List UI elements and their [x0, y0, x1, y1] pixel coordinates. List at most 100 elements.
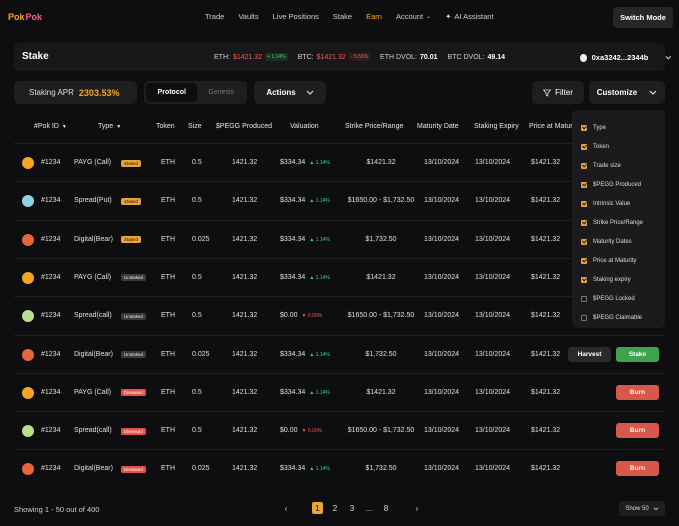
customize-option[interactable]: Token	[572, 137, 665, 156]
ai-assistant-link[interactable]: ✦ AI Assistant	[445, 12, 493, 21]
table-row[interactable]: #1234 Spread(Put) Staked ETH 0.5 1421.32 $334.…	[14, 181, 665, 219]
table-row[interactable]: #1234 Digital(Bear) Unstaked ETH 0.025 1421.3…	[14, 334, 665, 373]
column-header[interactable]: Type ▼	[98, 123, 121, 130]
checkbox[interactable]	[581, 200, 587, 207]
table-row[interactable]: #1234 Digital(Bear) Diseased ETH 0.025 1421.3…	[14, 449, 665, 487]
customize-option[interactable]: $PEGG Locked	[572, 289, 665, 308]
column-header-label: Token	[156, 123, 175, 130]
table-header: #Pok ID ▼ Type ▼ Token Size $PEGG Produced Valu…	[14, 118, 580, 138]
source-toggle: Protocol Genesis	[144, 81, 247, 104]
checkbox[interactable]	[581, 257, 587, 264]
nav-link-trade[interactable]: Trade	[205, 12, 225, 21]
valuation: $334.34 ▲ 1.14%	[280, 159, 330, 166]
checkbox[interactable]	[581, 295, 587, 302]
valuation-value: $334.34	[280, 388, 306, 396]
switch-mode-button[interactable]: Switch Mode	[613, 7, 673, 28]
stake-button[interactable]: Stake	[616, 346, 659, 362]
nav-link-earn[interactable]: Earn	[366, 12, 382, 21]
tab-protocol[interactable]: Protocol	[146, 83, 198, 102]
customize-option[interactable]: Type	[572, 118, 665, 137]
pet-avatar-icon	[22, 463, 34, 476]
btc-label: BTC:	[297, 53, 314, 61]
filter-button[interactable]: Filter	[532, 81, 584, 104]
customize-option[interactable]: Staking expiry	[572, 270, 665, 289]
checkbox[interactable]	[581, 181, 587, 188]
customize-option[interactable]: $PEGG Produced	[572, 175, 665, 194]
column-header-label: Staking Expiry	[474, 123, 519, 130]
status-badge: Staked	[121, 197, 142, 205]
page-button[interactable]: 8	[383, 503, 389, 513]
checkbox[interactable]	[581, 276, 587, 283]
maturity-date: 13/10/2024	[424, 312, 460, 320]
nav-link-vaults[interactable]: Vaults	[238, 12, 259, 21]
valuation-change: ▲ 1.14%	[309, 160, 330, 166]
chevron-left-icon[interactable]: ‹	[284, 503, 288, 513]
strike-price: $1421.32	[366, 159, 396, 166]
status-badge: Unstaked	[121, 274, 147, 282]
filter-label: Filter	[555, 88, 573, 97]
size: 0.5	[192, 388, 202, 396]
status-badge: Diseased	[121, 465, 146, 473]
token: ETH	[161, 312, 175, 320]
staking-expiry: 13/10/2024	[475, 159, 511, 166]
table-row[interactable]: #1234 PAYG (Call) Staked ETH 0.5 1421.32 $334.…	[14, 143, 665, 181]
pegg-produced: 1421.32	[232, 465, 258, 473]
table-row[interactable]: #1234 PAYG (Call) Diseased ETH 0.5 1421.32 $33…	[14, 372, 665, 411]
column-header-label: Maturity Date	[417, 123, 459, 130]
column-header[interactable]: Strike Price/Range	[345, 123, 403, 130]
column-header[interactable]: #Pok ID ▼	[34, 123, 67, 130]
column-header[interactable]: Valuation	[290, 123, 319, 130]
burn-button[interactable]: Burn	[616, 461, 659, 477]
customize-option[interactable]: Maturity Dates	[572, 232, 665, 251]
checkbox[interactable]	[581, 124, 587, 131]
page-button[interactable]: 3	[349, 503, 355, 513]
harvest-button[interactable]: Harvest	[568, 346, 611, 362]
pok-type: Digital(Bear)	[74, 465, 113, 473]
checkbox[interactable]	[581, 238, 587, 245]
column-header[interactable]: Token	[156, 123, 175, 130]
valuation-value: $334.34	[280, 159, 306, 166]
column-header[interactable]: Staking Expiry	[474, 123, 519, 130]
customize-option[interactable]: $PEGG Claimable	[572, 308, 665, 327]
valuation-change: ▲ 1.14%	[309, 274, 330, 281]
customize-option[interactable]: Strike Price/Range	[572, 213, 665, 232]
token: ETH	[161, 350, 175, 358]
customize-option[interactable]: Intrinsic Value	[572, 194, 665, 213]
nav-link-account-wrap[interactable]: Account ⌄	[396, 12, 431, 21]
actions-dropdown[interactable]: Actions	[254, 81, 326, 104]
tab-genesis[interactable]: Genesis	[208, 89, 235, 96]
page-button[interactable]: 2	[332, 503, 338, 513]
wallet-button[interactable]: 0xa3242...2344b	[580, 50, 672, 65]
column-header[interactable]: $PEGG Produced	[216, 123, 272, 130]
nav-link-account[interactable]: Account	[395, 12, 424, 21]
maturity-date: 13/10/2024	[424, 427, 460, 435]
nav-link-stake[interactable]: Stake	[332, 12, 353, 21]
pegg-produced: 1421.32	[232, 159, 258, 166]
checkbox[interactable]	[581, 162, 587, 169]
checkbox[interactable]	[581, 219, 587, 226]
btc-dvol-label: BTC DVOL:	[447, 53, 485, 61]
customize-option[interactable]: Trade size	[572, 156, 665, 175]
nav-link-live-positions[interactable]: Live Positions	[272, 12, 319, 21]
checkbox[interactable]	[581, 314, 587, 321]
page-size-select[interactable]: Show 50	[619, 501, 665, 516]
column-header[interactable]: Maturity Date	[417, 123, 459, 130]
page-button[interactable]: 1	[312, 502, 323, 514]
customize-dropdown[interactable]: Customize	[589, 81, 665, 104]
column-header[interactable]: Size	[188, 123, 202, 130]
chevron-right-icon[interactable]: ›	[415, 503, 419, 513]
valuation: $334.34 ▲ 1.14%	[280, 197, 330, 204]
table-row[interactable]: #1234 PAYG (Call) Unstaked ETH 0.5 1421.32 $33…	[14, 257, 665, 296]
logo[interactable]: Pok Pok	[8, 10, 42, 24]
burn-button[interactable]: Burn	[616, 423, 659, 439]
valuation-value: $334.34	[280, 465, 306, 473]
table-row[interactable]: #1234 Spread(call) Unstaked ETH 0.5 1421.32 $0…	[14, 296, 665, 334]
strike-price: $1650.00 - $1,732.50	[347, 427, 415, 435]
column-header[interactable]: Price at Maturity	[529, 123, 580, 130]
customize-option[interactable]: Price at Maturity	[572, 251, 665, 270]
table-row[interactable]: #1234 Spread(call) Diseased ETH 0.5 1421.32 $0…	[14, 411, 665, 449]
column-header-label: Type	[98, 123, 114, 130]
checkbox[interactable]	[581, 143, 587, 150]
burn-button[interactable]: Burn	[616, 384, 659, 400]
table-row[interactable]: #1234 Digital(Bear) Staked ETH 0.025 1421.32 $…	[14, 219, 665, 258]
